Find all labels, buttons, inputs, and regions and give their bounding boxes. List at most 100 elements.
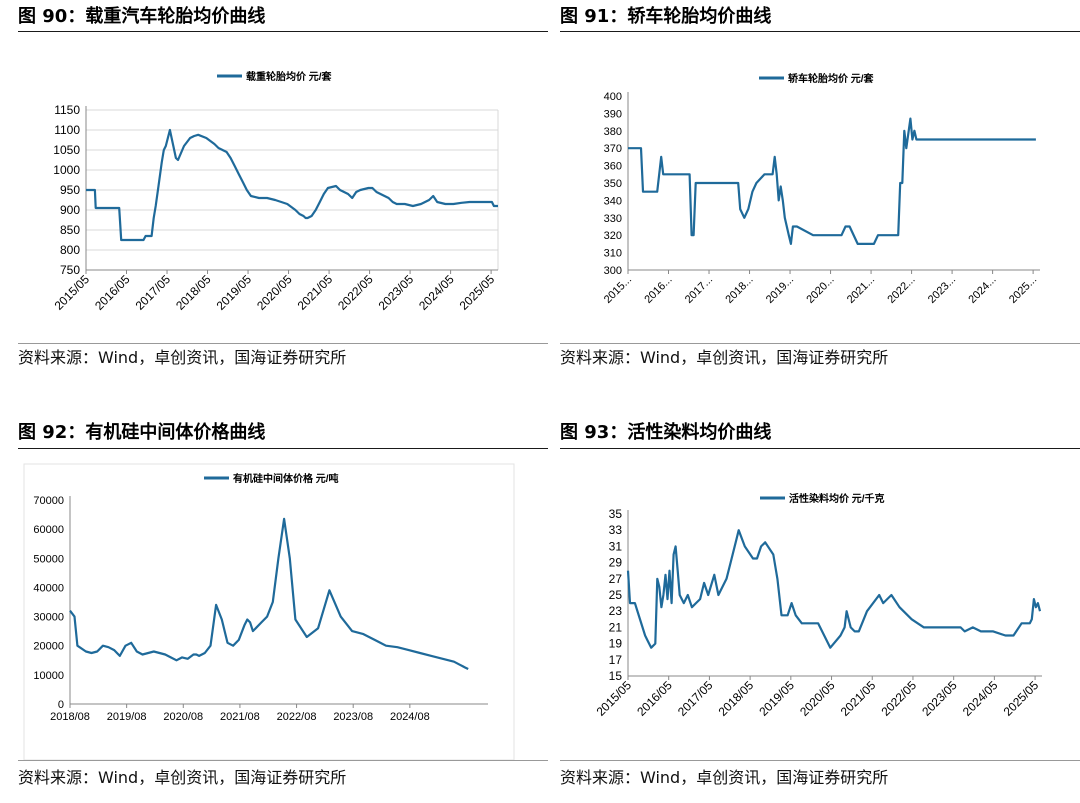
source-divider: [18, 760, 548, 761]
y-tick-label: 35: [609, 507, 623, 521]
y-tick-label: 40000: [33, 582, 64, 594]
y-tick-label: 750: [60, 263, 80, 277]
x-tick-label: 2020/05: [797, 678, 838, 719]
y-tick-label: 33: [609, 523, 623, 537]
x-tick-label: 2021/08: [220, 711, 260, 723]
x-tick-label: 2025/05: [457, 272, 498, 313]
y-tick-label: 350: [604, 178, 622, 190]
x-tick-label: 2022/05: [878, 678, 919, 719]
x-tick-label: 2023/08: [333, 711, 373, 723]
x-tick-label: 2024/05: [416, 272, 457, 313]
x-tick-label: 2024/05: [960, 678, 1001, 719]
y-tick-label: 310: [604, 248, 622, 260]
source-divider: [560, 760, 1080, 761]
y-tick-label: 23: [609, 604, 623, 618]
x-tick-label: 2025/05: [1001, 678, 1042, 719]
y-tick-label: 390: [604, 108, 622, 120]
y-tick-label: 19: [609, 637, 623, 651]
figure-title: 图 92：有机硅中间体价格曲线: [18, 422, 266, 443]
line-chart-car-tire-price: 300 310 320 330 340 350 360 370 380 390 400 2015...…: [602, 72, 1040, 306]
series-line: [86, 128, 498, 242]
y-tick-label: 17: [609, 653, 623, 667]
x-tick-label: 2022/08: [277, 711, 317, 723]
y-tick-label: 20000: [33, 641, 64, 653]
x-tick-label: 2024...: [966, 274, 998, 306]
x-tick-label: 2019...: [764, 274, 796, 306]
y-tick-label: 360: [604, 161, 622, 173]
series-line: [626, 529, 1042, 649]
x-tick-label: 2022/05: [335, 272, 376, 313]
y-tick-label: 1100: [54, 123, 80, 137]
chart-panel-90: 图 90：载重汽车轮胎均价曲线 750 800 850 900 950 1000 1050 1…: [18, 4, 548, 384]
x-tick-label: 2018/05: [716, 678, 757, 719]
chart-frame: [23, 463, 515, 760]
source-divider: [560, 343, 1080, 344]
figure-title: 图 93：活性染料均价曲线: [560, 422, 772, 443]
x-tick-label: 2018/05: [173, 272, 214, 313]
y-tick-label: 30000: [33, 612, 64, 624]
y-tick-label: 380: [604, 126, 622, 138]
y-tick-label: 1150: [54, 103, 80, 117]
y-tick-label: 950: [60, 183, 80, 197]
y-tick-label: 400: [604, 91, 622, 103]
y-tick-label: 330: [604, 213, 622, 225]
y-tick-label: 21: [609, 620, 623, 634]
x-tick-label: 2019/05: [214, 272, 255, 313]
source-note: 资料来源：Wind，卓创资讯，国海证券研究所: [18, 348, 347, 367]
figure-title: 图 90：载重汽车轮胎均价曲线: [18, 6, 266, 27]
x-tick-label: 2016/05: [634, 678, 675, 719]
y-tick-label: 1000: [53, 163, 80, 177]
x-tick-label: 2015/05: [52, 272, 93, 313]
x-tick-label: 2017...: [683, 274, 715, 306]
y-tick-label: 340: [604, 195, 622, 207]
x-tick-label: 2024/08: [390, 711, 430, 723]
source-note: 资料来源：Wind，卓创资讯，国海证券研究所: [560, 348, 889, 367]
y-tick-label: 900: [60, 203, 80, 217]
y-tick-label: 60000: [33, 524, 64, 536]
x-tick-label: 2019/05: [756, 678, 797, 719]
x-tick-label: 2023/05: [919, 678, 960, 719]
chart-panel-92: 图 92：有机硅中间体价格曲线 0 10000 20000 30000 40000 500…: [18, 420, 548, 803]
x-tick-label: 2023...: [926, 274, 958, 306]
chart-panel-93: 图 93：活性染料均价曲线 15 17 19 21 23 25 27 29 31 33 35 2015…: [560, 420, 1080, 803]
source-note: 资料来源：Wind，卓创资讯，国海证券研究所: [560, 768, 889, 787]
y-tick-label: 0: [58, 699, 64, 711]
y-tick-label: 10000: [33, 670, 64, 682]
y-tick-label: 800: [60, 243, 80, 257]
x-tick-label: 2018/08: [50, 711, 90, 723]
y-tick-label: 29: [609, 556, 623, 570]
legend-label: 活性染料均价 元/千克: [789, 492, 885, 505]
y-tick-label: 25: [609, 588, 623, 602]
y-tick-label: 27: [609, 572, 623, 586]
y-tick-label: 70000: [33, 495, 64, 507]
y-tick-label: 50000: [33, 553, 64, 565]
source-divider: [18, 343, 548, 344]
legend-label: 载重轮胎均价 元/套: [246, 70, 333, 83]
title-divider: [560, 448, 1080, 449]
x-tick-label: 2015/05: [594, 678, 635, 719]
title-divider: [18, 448, 548, 449]
x-tick-label: 2020/05: [254, 272, 295, 313]
x-tick-label: 2019/08: [107, 711, 147, 723]
figure-title: 图 91：轿车轮胎均价曲线: [560, 6, 772, 27]
x-tick-label: 2015...: [602, 274, 634, 306]
y-tick-label: 300: [604, 265, 622, 277]
legend-label: 有机硅中间体价格 元/吨: [233, 472, 339, 485]
x-tick-label: 2018...: [723, 274, 755, 306]
line-chart-reactive-dye-price: 15 17 19 21 23 25 27 29 31 33 35 2015/05 2016/05 2017…: [594, 492, 1042, 719]
x-tick-label: 2021/05: [838, 678, 879, 719]
y-tick-label: 320: [604, 230, 622, 242]
y-tick-label: 370: [604, 143, 622, 155]
source-note: 资料来源：Wind，卓创资讯，国海证券研究所: [18, 768, 347, 787]
x-tick-label: 2017/05: [133, 272, 174, 313]
series-line: [69, 517, 469, 670]
x-tick-label: 2020...: [804, 274, 836, 306]
x-tick-label: 2023/05: [376, 272, 417, 313]
legend-label: 轿车轮胎均价 元/套: [788, 72, 875, 85]
x-tick-label: 2021...: [845, 274, 877, 306]
series-line: [628, 117, 1036, 245]
y-tick-label: 15: [609, 669, 623, 683]
line-chart-silicone-price: 0 10000 20000 30000 40000 50000 60000 70000 2018…: [23, 463, 515, 760]
x-tick-label: 2025...: [1007, 274, 1039, 306]
